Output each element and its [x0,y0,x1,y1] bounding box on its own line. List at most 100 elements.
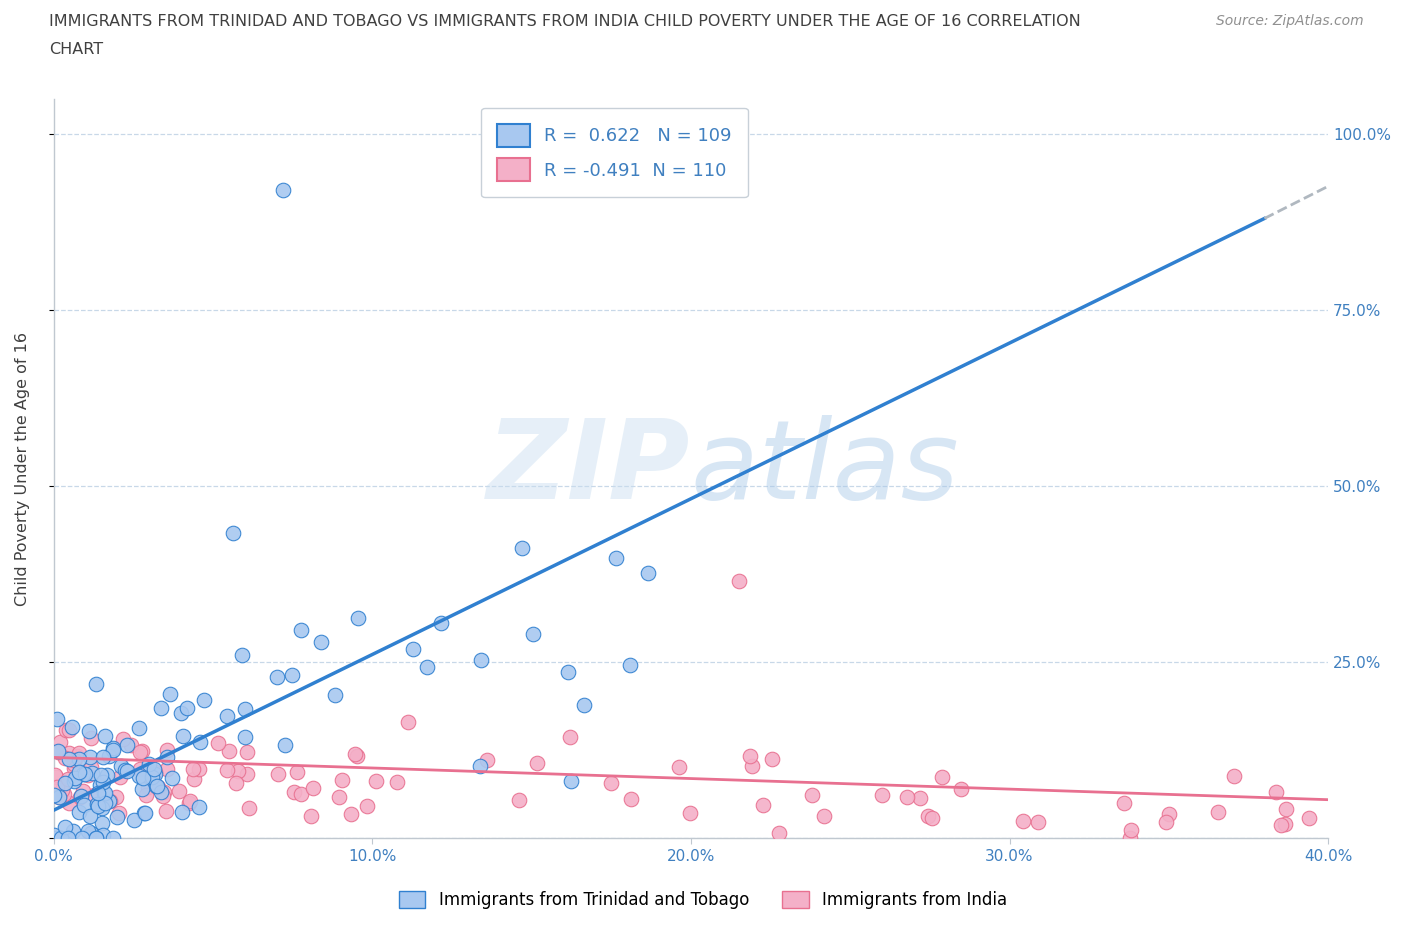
Point [233,701,256,716]
Point [170,805,193,820]
Point [155,804,177,818]
Point [53,819,76,834]
Text: atlas: atlas [690,415,959,522]
Point [132,770,155,785]
Point [83,787,105,802]
Point [162,771,184,786]
Point [143,761,166,776]
Point [156,742,179,757]
Point [67,804,90,819]
Point [53,751,76,765]
Point [134,805,156,820]
Point [145,779,167,794]
Point [58,796,80,811]
Point [66,748,89,763]
Point [1026,815,1049,830]
Point [104,789,127,804]
Point [156,750,179,764]
Legend: R =  0.622   N = 109, R = -0.491  N = 110: R = 0.622 N = 109, R = -0.491 N = 110 [481,108,748,197]
Point [950,782,973,797]
Point [299,809,322,824]
Point [91,775,114,790]
Point [67,745,90,760]
Point [77,724,100,738]
Point [176,701,198,716]
Text: Source: ZipAtlas.com: Source: ZipAtlas.com [1216,14,1364,28]
Point [870,788,893,803]
Point [727,574,749,589]
Point [1206,804,1229,819]
Point [63,761,86,776]
Point [768,826,790,841]
Point [309,635,332,650]
Point [111,732,134,747]
Point [159,686,181,701]
Point [67,751,90,766]
Point [72,767,94,782]
Point [49,735,72,750]
Point [115,737,138,752]
Point [290,622,312,637]
Point [477,752,499,767]
Point [193,693,215,708]
Point [679,805,702,820]
Point [56,771,79,786]
Point [430,616,453,631]
Point [110,758,132,773]
Point [91,750,114,764]
Point [274,737,297,752]
Point [44,788,66,803]
Point [468,759,491,774]
Point [572,698,595,712]
Point [522,627,544,642]
Point [44,768,66,783]
Point [58,723,80,737]
Point [470,653,492,668]
Point [93,728,115,743]
Point [51,782,73,797]
Point [63,752,86,767]
Point [101,831,124,846]
Point [63,770,86,785]
Point [45,770,67,785]
Point [63,774,86,789]
Point [217,709,239,724]
Point [285,765,308,780]
Point [131,743,153,758]
Point [141,772,163,787]
Point [931,770,953,785]
Point [801,788,824,803]
Point [1274,817,1296,831]
Point [115,764,138,778]
Point [79,750,101,764]
Point [187,799,209,814]
Point [1112,796,1135,811]
Point [302,780,325,795]
Point [152,789,174,804]
Point [77,823,100,838]
Point [67,764,90,779]
Point [80,765,103,780]
Point [90,767,112,782]
Point [1119,831,1142,846]
Point [328,790,350,804]
Point [101,742,124,757]
Point [510,540,533,555]
Point [87,785,110,800]
Point [620,791,643,806]
Point [619,658,641,672]
Point [346,610,368,625]
Point [343,747,366,762]
Point [637,566,659,581]
Point [84,831,107,846]
Point [1298,810,1320,825]
Point [60,720,83,735]
Point [108,770,131,785]
Point [416,659,439,674]
Point [80,760,103,775]
Point [90,816,112,830]
Point [221,525,243,540]
Point [1270,817,1292,832]
Point [226,764,249,778]
Point [135,788,157,803]
